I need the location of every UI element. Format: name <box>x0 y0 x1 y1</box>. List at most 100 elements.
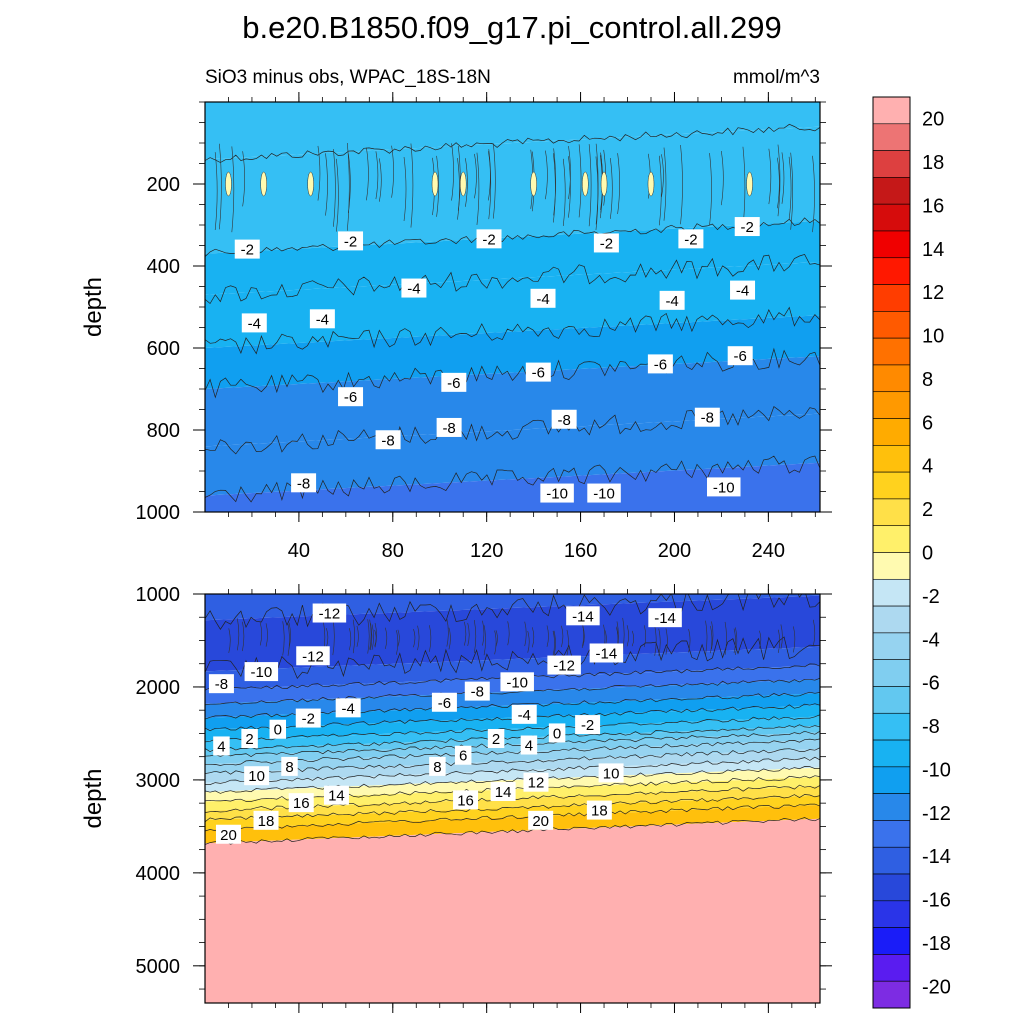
colorbar-swatch <box>872 150 911 178</box>
contour-band <box>205 725 820 757</box>
x-tick-label: 240 <box>752 540 785 562</box>
contour-label-box <box>589 643 624 663</box>
contour-label: -8 <box>694 407 720 427</box>
contour-label: -10 <box>587 483 621 503</box>
contour-label: 16 <box>288 793 314 813</box>
contour-line <box>777 157 780 209</box>
contour-line <box>663 147 667 221</box>
contour-line <box>366 147 369 201</box>
contour-label-text: 8 <box>433 759 441 776</box>
colorbar-tick-label: 16 <box>922 195 944 217</box>
contour-label: 4 <box>520 735 538 755</box>
contour-label: -6 <box>338 387 364 407</box>
contour-label: 8 <box>281 756 298 776</box>
colorbar-swatch <box>872 391 911 419</box>
contour-label-text: -6 <box>734 348 747 365</box>
contour-line <box>403 156 407 222</box>
contour-label-text: -4 <box>248 315 261 332</box>
contour-label-box <box>593 233 619 253</box>
contour-line <box>626 625 629 647</box>
contour-line <box>205 253 820 305</box>
contour-line <box>214 152 218 231</box>
colorbar-tick-label: -6 <box>922 673 940 695</box>
contour-line <box>546 625 549 647</box>
positive-anomaly-patch <box>459 171 467 197</box>
contour-label-text: 14 <box>495 784 512 801</box>
contour-label-box <box>312 603 347 623</box>
contour-line <box>347 143 350 231</box>
contour-label-box <box>734 217 760 237</box>
contour-label-box <box>338 387 364 407</box>
contour-label: -2 <box>575 715 601 735</box>
colorbar-swatch <box>872 712 911 741</box>
contour-band <box>205 818 820 1003</box>
contour-label: 10 <box>598 763 624 783</box>
contour-band <box>205 646 820 690</box>
contour-label-text: 2 <box>245 731 253 748</box>
contour-line <box>553 148 556 216</box>
positive-anomaly-patch <box>647 171 655 197</box>
contour-label-box <box>401 278 427 298</box>
contour-label-box <box>208 674 234 694</box>
x-tick-label: 160 <box>564 540 597 562</box>
contour-line <box>205 794 820 823</box>
contour-label-text: 10 <box>603 765 620 782</box>
y-tick-label: 400 <box>147 256 180 278</box>
contour-line <box>288 622 291 649</box>
contour-line <box>788 156 792 221</box>
contour-label-text: -8 <box>381 432 394 449</box>
contour-line <box>371 624 374 650</box>
contour-label-text: 20 <box>532 813 549 830</box>
contour-line <box>436 155 439 217</box>
contour-line <box>396 630 399 655</box>
contour-label-text: 6 <box>459 748 467 765</box>
contour-line <box>205 677 820 706</box>
panel-subtitle: SiO3 minus obs, WPAC_18S-18N <box>205 67 491 88</box>
contour-line <box>507 621 510 646</box>
contour-line <box>532 627 535 648</box>
colorbar-swatch <box>872 525 911 553</box>
contour-label: -12 <box>312 603 347 623</box>
contour-label: 20 <box>528 810 554 830</box>
contour-label-box <box>464 681 490 701</box>
colorbar-tick-label: 8 <box>922 369 933 391</box>
contour-label-text: 2 <box>492 731 500 748</box>
units-label: mmol/m^3 <box>733 67 820 88</box>
contour-label-text: -6 <box>447 375 460 392</box>
colorbar-swatch <box>872 659 911 687</box>
plot-frame <box>204 593 821 1004</box>
contour-line <box>617 153 620 215</box>
y-tick-label: 5000 <box>136 956 181 978</box>
colorbar-swatch <box>872 123 911 151</box>
contour-label: -14 <box>589 643 624 663</box>
y-axis-label: depth <box>80 768 107 828</box>
contour-label-box <box>215 824 241 844</box>
contour-line <box>457 157 460 220</box>
colorbar-tick-label: -14 <box>922 846 951 868</box>
contour-line <box>566 629 569 656</box>
contour-line <box>812 619 816 646</box>
contour-label-box <box>288 793 314 813</box>
contour-label-box <box>295 708 321 728</box>
contour-line <box>259 622 262 646</box>
contour-label-box <box>730 280 756 300</box>
contour-line <box>735 627 738 655</box>
colorbar-tick-label: -18 <box>922 933 951 955</box>
contour-band <box>205 795 820 830</box>
contour-label-box <box>244 662 279 682</box>
x-tick-label: 40 <box>288 540 310 562</box>
contour-label: -8 <box>375 430 401 450</box>
contour-label-text: 16 <box>457 792 474 809</box>
contour-band <box>205 749 820 783</box>
contour-label: -14 <box>648 608 682 628</box>
contour-line <box>680 145 683 225</box>
contour-line <box>205 730 820 758</box>
contour-line <box>367 619 370 654</box>
colorbar-swatch <box>872 846 911 875</box>
contour-band <box>205 786 820 821</box>
contour-line <box>781 152 785 204</box>
contour-line <box>524 621 527 647</box>
contour-label: -10 <box>244 662 279 682</box>
contour-label-box <box>530 288 556 308</box>
positive-anomaly-patch <box>260 171 267 197</box>
